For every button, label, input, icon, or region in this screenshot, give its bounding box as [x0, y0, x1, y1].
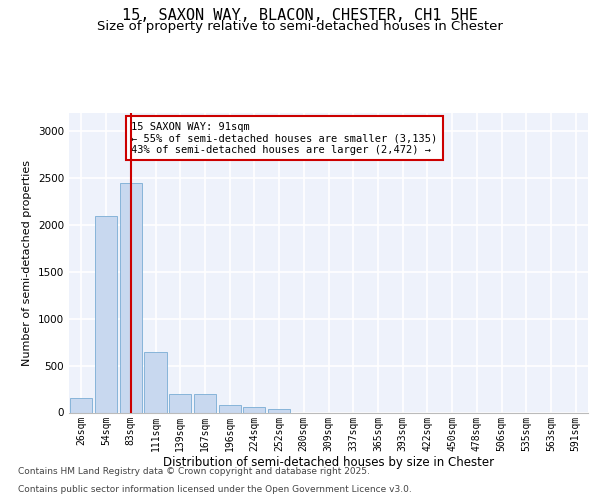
Bar [169, 394, 191, 412]
Bar [145, 352, 167, 412]
Bar [95, 216, 117, 412]
Text: 15 SAXON WAY: 91sqm
← 55% of semi-detached houses are smaller (3,135)
43% of sem: 15 SAXON WAY: 91sqm ← 55% of semi-detach… [131, 122, 437, 154]
Text: Contains public sector information licensed under the Open Government Licence v3: Contains public sector information licen… [18, 484, 412, 494]
Bar [243, 408, 265, 412]
Bar [268, 409, 290, 412]
Text: Contains HM Land Registry data © Crown copyright and database right 2025.: Contains HM Land Registry data © Crown c… [18, 467, 370, 476]
Text: 15, SAXON WAY, BLACON, CHESTER, CH1 5HE: 15, SAXON WAY, BLACON, CHESTER, CH1 5HE [122, 8, 478, 22]
Bar [218, 405, 241, 412]
X-axis label: Distribution of semi-detached houses by size in Chester: Distribution of semi-detached houses by … [163, 456, 494, 469]
Bar [70, 398, 92, 412]
Bar [119, 183, 142, 412]
Bar [194, 394, 216, 412]
Text: Size of property relative to semi-detached houses in Chester: Size of property relative to semi-detach… [97, 20, 503, 33]
Y-axis label: Number of semi-detached properties: Number of semi-detached properties [22, 160, 32, 366]
